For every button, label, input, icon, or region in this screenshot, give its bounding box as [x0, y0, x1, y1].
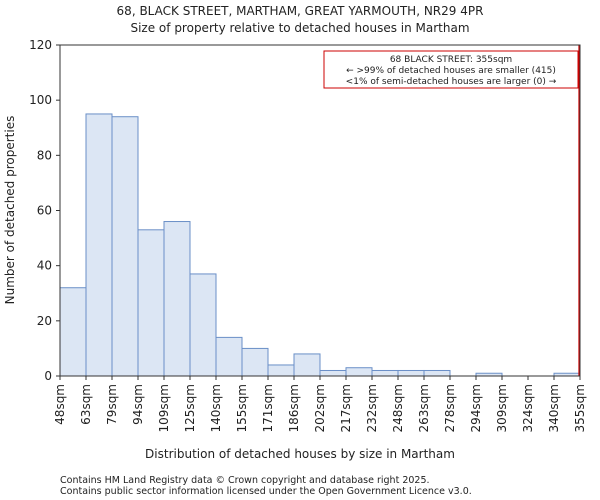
x-tick-label: 278sqm — [443, 384, 457, 432]
y-tick-label: 40 — [37, 259, 52, 273]
y-tick-label: 20 — [37, 314, 52, 328]
bar-155sqm — [241, 347, 269, 377]
x-tick-label: 232sqm — [365, 384, 379, 432]
x-tick-label: 294sqm — [469, 384, 483, 432]
x-tick-label: 109sqm — [157, 384, 171, 432]
x-tick-label: 355sqm — [573, 384, 587, 432]
y-tick-label: 80 — [37, 148, 52, 162]
bar-109sqm — [163, 221, 191, 377]
y-axis-label: Number of detached properties — [3, 116, 17, 305]
y-tick-label: 120 — [29, 38, 52, 52]
x-tick-label: 202sqm — [313, 384, 327, 432]
bar-94sqm — [137, 229, 165, 377]
bar-186sqm — [293, 353, 321, 377]
bar-248sqm — [397, 369, 425, 377]
annotation-line-1: 68 BLACK STREET: 355sqm — [390, 55, 512, 65]
chart-title: 68, BLACK STREET, MARTHAM, GREAT YARMOUT… — [117, 4, 484, 18]
bar-232sqm — [371, 369, 399, 377]
x-tick-label: 63sqm — [79, 384, 93, 425]
x-tick-label: 186sqm — [287, 384, 301, 432]
bar-171sqm — [267, 364, 295, 377]
x-tick-label: 94sqm — [131, 384, 145, 425]
chart-subtitle: Size of property relative to detached ho… — [130, 21, 469, 35]
x-axis: 48sqm 63sqm 79sqm 94sqm 109sqm 125sqm 140sqm 15… — [53, 376, 587, 432]
x-tick-label: 309sqm — [495, 384, 509, 432]
x-tick-label: 324sqm — [521, 384, 535, 432]
x-tick-label: 125sqm — [183, 384, 197, 432]
x-axis-label: Distribution of detached houses by size … — [145, 447, 455, 461]
footer-line-2: Contains public sector information licen… — [60, 486, 472, 497]
y-tick-label: 100 — [29, 93, 52, 107]
bar-263sqm — [423, 369, 451, 377]
bar-125sqm — [189, 273, 217, 377]
x-tick-label: 155sqm — [235, 384, 249, 432]
x-tick-label: 171sqm — [261, 384, 275, 432]
x-tick-label: 340sqm — [547, 384, 561, 432]
x-tick-label: 217sqm — [339, 384, 353, 432]
y-tick-label: 60 — [37, 204, 52, 218]
bar-217sqm — [345, 367, 373, 377]
x-tick-label: 79sqm — [105, 384, 119, 425]
annotation-frame — [323, 50, 579, 89]
x-tick-label: 263sqm — [417, 384, 431, 432]
annotation-line-2: ← >99% of detached houses are smaller (4… — [346, 66, 556, 76]
bar-140sqm — [215, 336, 243, 377]
annotation-box: 68 BLACK STREET: 355sqm ← >99% of detach… — [323, 50, 579, 89]
x-tick-label: 140sqm — [209, 384, 223, 432]
x-tick-label: 248sqm — [391, 384, 405, 432]
bar-79sqm — [111, 116, 139, 377]
plot-area — [59, 45, 581, 377]
x-tick-label: 48sqm — [53, 384, 67, 425]
bar-48sqm — [59, 287, 87, 377]
y-axis: 0 20 40 60 80 100 120 — [29, 38, 60, 383]
y-tick-label: 0 — [44, 369, 52, 383]
bar-63sqm — [85, 113, 113, 377]
bar-202sqm — [319, 369, 347, 377]
footer-line-1: Contains HM Land Registry data © Crown c… — [60, 475, 430, 486]
annotation-line-3: <1% of semi-detached houses are larger (… — [346, 77, 557, 87]
